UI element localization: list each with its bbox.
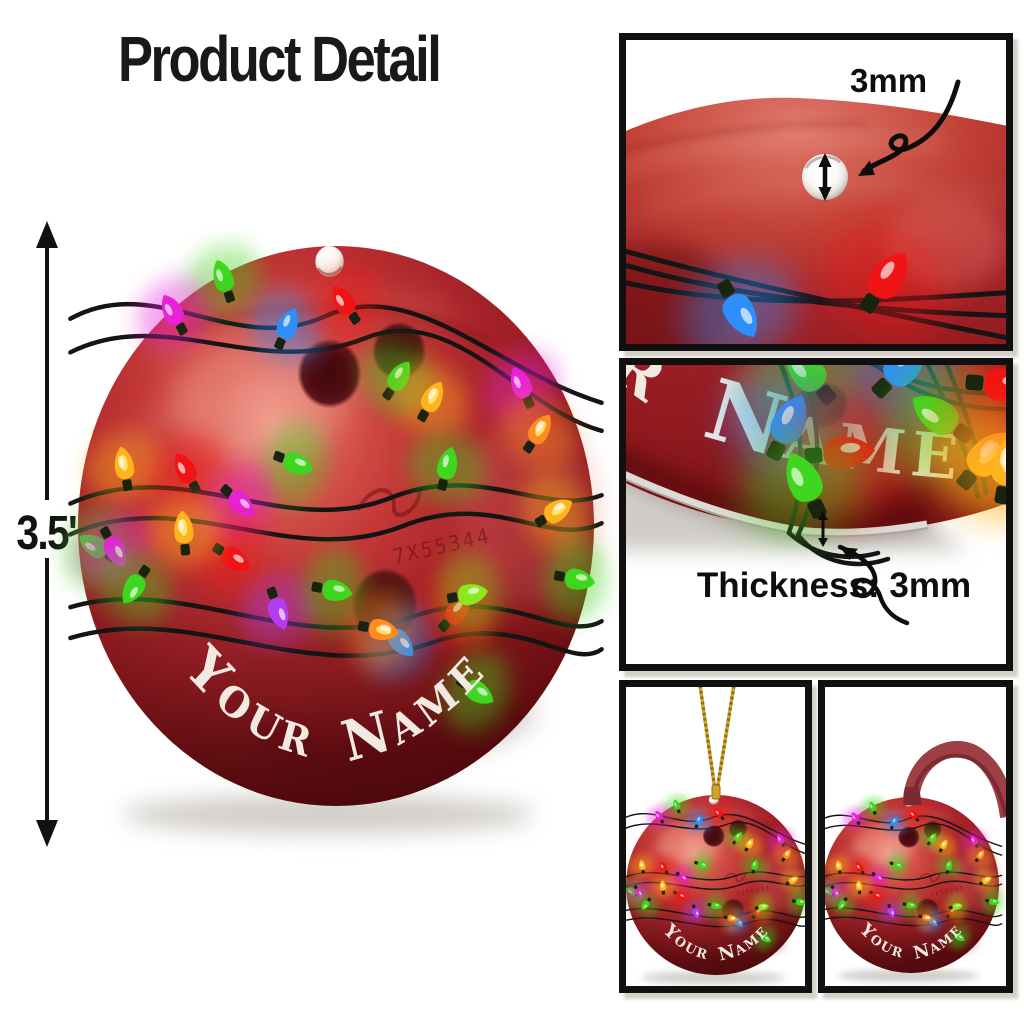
hanging-hole <box>315 246 344 277</box>
light-bulb <box>633 892 659 917</box>
light-bulb <box>845 876 873 898</box>
light-bulb <box>262 421 327 505</box>
measure-line-bottom <box>45 558 49 822</box>
light-bulb <box>522 471 589 553</box>
light-bulb <box>670 864 695 890</box>
light-bulb <box>751 893 774 921</box>
gold-string <box>698 687 736 798</box>
light-bulb <box>886 852 908 879</box>
page-title: Product Detail <box>118 23 442 95</box>
light-bulb <box>308 266 382 340</box>
ribbon-hanging-image: 7X55344 <box>825 740 1006 982</box>
light-bulb <box>145 497 223 566</box>
light-bulb <box>85 433 163 502</box>
light-bulb <box>878 900 905 923</box>
ribbon <box>903 740 1006 819</box>
light-bulb <box>704 892 726 920</box>
light-bulb <box>502 395 575 469</box>
thickness-label: Thickness: 3mm <box>696 566 972 605</box>
light-bulb <box>682 900 709 924</box>
light-bulb <box>942 413 1006 521</box>
light-bulb <box>685 809 712 833</box>
light-bulb <box>185 244 262 315</box>
gold-string-hanging-image: 7X55344 <box>626 687 805 984</box>
light-bulb <box>974 868 998 894</box>
hole-size-arrow-icon <box>818 153 832 201</box>
thickness-panel: YOUR NAME <box>619 358 1013 671</box>
light-bulb <box>930 834 957 857</box>
light-bulb <box>736 832 763 857</box>
ornament-shadow <box>641 971 786 984</box>
light-bulb <box>967 844 993 868</box>
light-bulb <box>628 855 656 877</box>
light-bulb <box>443 651 510 732</box>
measure-line-top <box>45 246 49 500</box>
light-bulb <box>881 811 908 834</box>
light-bulb <box>136 277 211 350</box>
light-bulb <box>706 801 732 826</box>
light-bulb <box>945 893 967 920</box>
light-bulb <box>394 364 469 436</box>
light-bulb <box>348 587 412 672</box>
light-bulb <box>753 925 777 951</box>
measure-arrow-down-icon <box>36 820 58 847</box>
light-bulb <box>901 803 927 827</box>
light-bulb <box>149 435 224 508</box>
hole-diameter-label: 3mm <box>850 62 928 99</box>
light-bulb <box>302 548 365 633</box>
light-bulb <box>829 892 855 916</box>
gold-string-hanging-panel: 7X55344 <box>619 680 812 993</box>
light-bulb <box>544 537 608 621</box>
ribbon-hanging-panel: 7X55344 <box>818 680 1013 993</box>
hole-detail-panel: 3mm <box>619 33 1013 351</box>
ornament-shadow <box>837 969 979 982</box>
light-bulb <box>825 855 852 878</box>
hole-rim-shadow <box>804 155 841 169</box>
hole-detail-image <box>626 79 1006 344</box>
light-bulb <box>741 855 769 878</box>
light-bulb <box>649 875 677 898</box>
ribbon-tab <box>903 787 922 805</box>
main-ornament-image: 7X55344 <box>62 244 608 834</box>
light-bulb <box>408 432 486 502</box>
thickness-arrow-icon <box>818 511 828 547</box>
light-bulb <box>915 904 937 931</box>
light-bulb <box>866 865 890 890</box>
light-bulb <box>681 259 797 344</box>
light-bulb <box>249 291 325 363</box>
light-bulb <box>650 855 677 879</box>
light-bulb <box>720 904 743 932</box>
light-bulb <box>824 222 948 338</box>
thickness-image: YOUR NAME <box>626 365 1006 626</box>
light-bulb <box>788 888 805 916</box>
string-knot <box>711 784 721 800</box>
light-bulb <box>773 843 800 867</box>
light-bulb <box>240 575 316 645</box>
light-bulb <box>950 365 1006 451</box>
light-bulb <box>847 856 873 880</box>
light-bulb <box>646 805 673 829</box>
light-bulb <box>780 867 805 894</box>
pointer-arrow-icon <box>858 79 961 176</box>
light-bulb <box>935 855 962 878</box>
light-bulb <box>98 549 172 623</box>
light-bulb <box>741 427 869 539</box>
measure-arrow-up-icon <box>36 221 58 248</box>
light-bulb <box>842 806 869 830</box>
ornament-shadow <box>121 794 535 834</box>
light-bulb <box>899 892 921 919</box>
light-bulb <box>437 552 501 637</box>
light-bulb <box>204 463 274 541</box>
light-bulb <box>982 888 1004 915</box>
light-bulb <box>690 851 713 878</box>
pointer-arrow-icon <box>837 544 910 626</box>
light-bulb <box>947 924 971 950</box>
